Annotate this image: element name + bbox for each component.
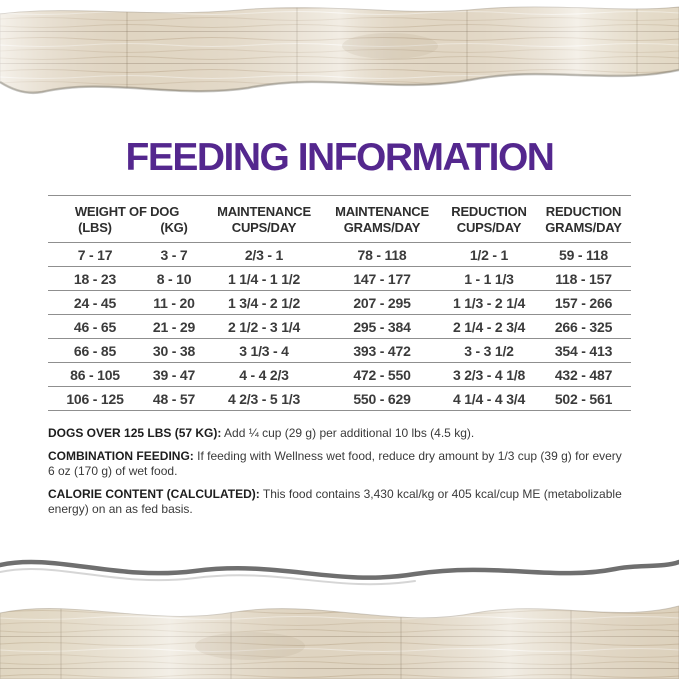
- table-cell: 118 - 157: [555, 271, 612, 287]
- table-cell: 3 2/3 - 4 1/8: [452, 367, 526, 383]
- table-cell: 207 - 295: [353, 295, 411, 311]
- table-cell: 30 - 38: [152, 343, 196, 359]
- table-cell: 21 - 29: [152, 319, 196, 335]
- table-cell: 106 - 125: [66, 391, 124, 407]
- table-cell: 550 - 629: [353, 391, 411, 407]
- footnotes: DOGS OVER 125 LBS (57 KG): Add ¼ cup (29…: [48, 426, 631, 518]
- torn-edge-shadow-top: [0, 68, 679, 94]
- table-cell: 59 - 118: [559, 247, 608, 263]
- note-combination-feeding: COMBINATION FEEDING: If feeding with Wel…: [48, 449, 631, 480]
- table-cell: 4 2/3 - 5 1/3: [227, 391, 301, 407]
- table-cell: 354 - 413: [554, 343, 613, 359]
- wood-knot-bottom: [195, 632, 305, 660]
- subheader-lbs: (LBS): [78, 220, 112, 235]
- table-row: 66 - 85 30 - 38 3 1/3 - 4 393 - 472 3 - 3 1/…: [48, 338, 631, 362]
- table-cell: 147 - 177: [353, 271, 411, 287]
- subheader-red-grams-day: GRAMS/DAY: [545, 220, 622, 235]
- table-cell: 86 - 105: [70, 367, 120, 383]
- table-cell: 78 - 118: [357, 247, 407, 263]
- note-text: If feeding with Wellness wet food, reduc…: [48, 448, 622, 479]
- note-text: Add ¼ cup (29 g) per additional 10 lbs (…: [224, 426, 475, 440]
- wood-texture-top: [0, 6, 679, 94]
- wood-knot: [342, 33, 438, 59]
- content-area: FEEDING INFORMATION WEIGHT OF DOG MAINTE…: [48, 0, 631, 525]
- table-cell: 3 - 3 1/2: [464, 343, 514, 359]
- note-label: CALORIE CONTENT (CALCULATED):: [48, 486, 260, 501]
- table-cell: 2 1/4 - 2 3/4: [452, 319, 526, 335]
- note-label: COMBINATION FEEDING:: [48, 448, 194, 463]
- column-header-weight-of-dog: WEIGHT OF DOG: [74, 204, 180, 219]
- table-cell: 2/3 - 1: [244, 247, 284, 263]
- table-cell: 432 - 487: [554, 367, 613, 383]
- table-cell: 4 1/4 - 4 3/4: [452, 391, 526, 407]
- feeding-table: WEIGHT OF DOG MAINTENANCE MAINTENANCE RE…: [48, 195, 631, 411]
- note-text: This food contains 3,430 kcal/kg or 405 …: [48, 486, 622, 517]
- wood-shading-top: [0, 7, 679, 93]
- table-row: 46 - 65 21 - 29 2 1/2 - 3 1/4 295 - 384 2 1/…: [48, 314, 631, 338]
- table-cell: 1 1/3 - 2 1/4: [452, 295, 526, 311]
- header-row-sub: (LBS) (KG) CUPS/DAY GRAMS/DAY CUPS/DAY G…: [48, 220, 631, 236]
- table-cell: 1 - 1 1/3: [464, 271, 514, 287]
- table-body: 7 - 17 3 - 7 2/3 - 1 78 - 118 1/2 - 1 59 - 11…: [48, 242, 631, 411]
- note-dogs-over-125: DOGS OVER 125 LBS (57 KG): Add ¼ cup (29…: [48, 426, 631, 442]
- subheader-maint-grams-day: GRAMS/DAY: [343, 220, 421, 235]
- table-cell: 266 - 325: [554, 319, 613, 335]
- table-row: 7 - 17 3 - 7 2/3 - 1 78 - 118 1/2 - 1 59 - 11…: [48, 242, 631, 266]
- table-cell: 1/2 - 1: [469, 247, 509, 263]
- table-cell: 11 - 20: [153, 295, 195, 311]
- table-row: 24 - 45 11 - 20 1 3/4 - 2 1/2 207 - 295 1 1/…: [48, 290, 631, 314]
- table-cell: 3 - 7: [160, 247, 188, 263]
- table-cell: 472 - 550: [353, 367, 411, 383]
- table-header: WEIGHT OF DOG MAINTENANCE MAINTENANCE RE…: [48, 196, 631, 242]
- wood-texture-bottom: [0, 559, 679, 679]
- table-cell: 24 - 45: [73, 295, 117, 311]
- table-cell: 8 - 10: [156, 271, 192, 287]
- subheader-red-cups-day: CUPS/DAY: [456, 220, 522, 235]
- squiggle-shadow-line: [0, 559, 679, 580]
- subheader-maint-cups-day: CUPS/DAY: [231, 220, 297, 235]
- table-cell: 66 - 85: [73, 343, 117, 359]
- header-row-top: WEIGHT OF DOG MAINTENANCE MAINTENANCE RE…: [48, 204, 631, 220]
- table-cell: 1 1/4 - 1 1/2: [227, 271, 301, 287]
- page-title: FEEDING INFORMATION: [125, 136, 555, 179]
- table-cell: 48 - 57: [152, 391, 196, 407]
- table-cell: 7 - 17: [77, 247, 113, 263]
- column-header-reduction-cups: REDUCTION: [451, 204, 527, 219]
- table-row: 18 - 23 8 - 10 1 1/4 - 1 1/2 147 - 177 1 - 1…: [48, 266, 631, 290]
- column-header-maintenance-grams: MAINTENANCE: [335, 204, 429, 219]
- table-cell: 393 - 472: [353, 343, 411, 359]
- table-cell: 39 - 47: [152, 367, 196, 383]
- table-cell: 502 - 561: [554, 391, 613, 407]
- table-row: 86 - 105 39 - 47 4 - 4 2/3 472 - 550 3 2/3 -…: [48, 362, 631, 386]
- table-cell: 157 - 266: [554, 295, 613, 311]
- note-label: DOGS OVER 125 LBS (57 KG):: [48, 426, 222, 440]
- wood-shading-bottom: [0, 606, 679, 679]
- table-cell: 46 - 65: [73, 319, 117, 335]
- table-cell: 1 3/4 - 2 1/2: [227, 295, 301, 311]
- note-calorie-content: CALORIE CONTENT (CALCULATED): This food …: [48, 487, 631, 518]
- column-header-maintenance-cups: MAINTENANCE: [217, 204, 311, 219]
- table-cell: 4 - 4 2/3: [239, 367, 289, 383]
- subheader-kg: (KG): [160, 220, 188, 235]
- table-cell: 295 - 384: [353, 319, 411, 335]
- table-cell: 2 1/2 - 3 1/4: [227, 319, 301, 335]
- column-header-reduction-grams: REDUCTION: [545, 204, 622, 219]
- table-cell: 3 1/3 - 4: [239, 343, 289, 359]
- table-row: 106 - 125 48 - 57 4 2/3 - 5 1/3 550 - 629 4 …: [48, 386, 631, 410]
- squiggle-shadow-echo: [0, 567, 416, 586]
- table-cell: 18 - 23: [73, 271, 117, 287]
